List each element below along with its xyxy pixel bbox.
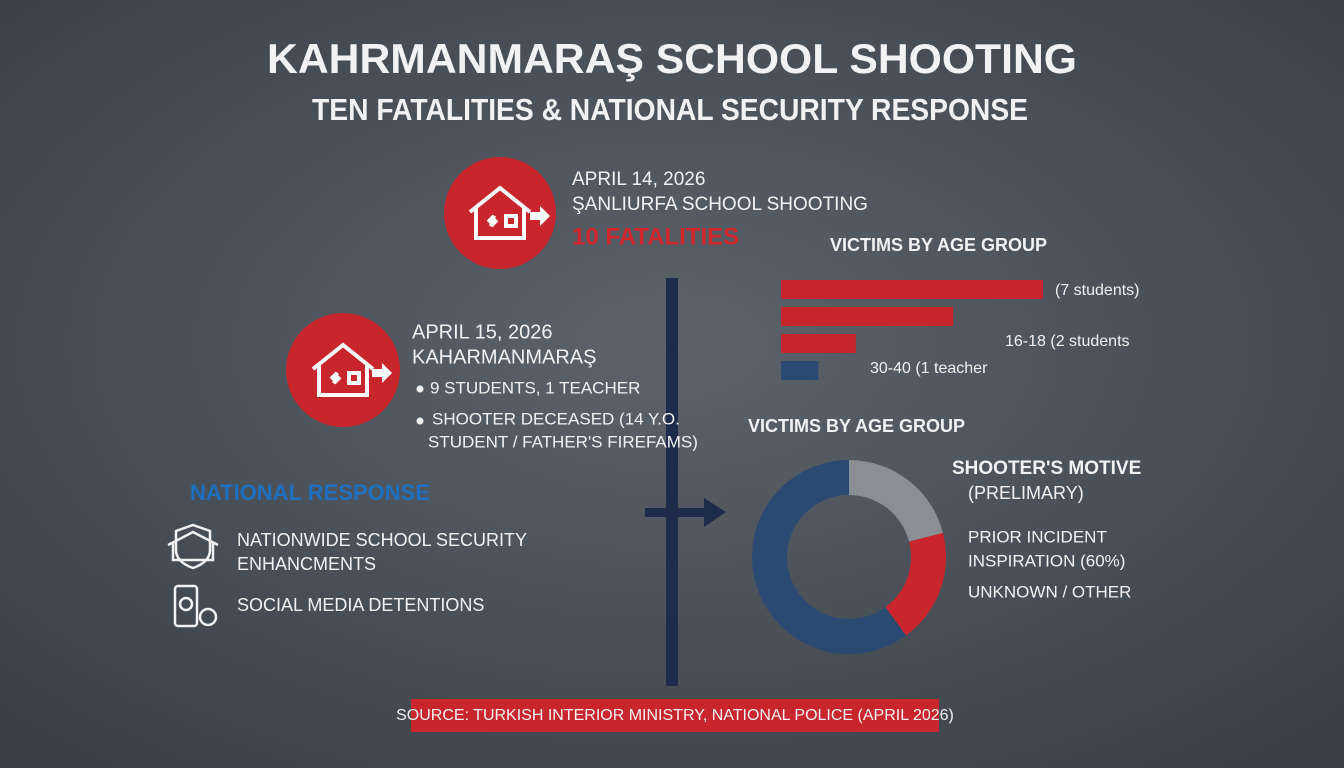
timeline-arrow-head [704, 498, 726, 527]
title: KAHRMANMARAŞ SCHOOL SHOOTING [267, 35, 1077, 82]
bullet [416, 385, 424, 393]
value-label: 30-40 (1 teacher [870, 360, 988, 377]
chart-title: VICTIMS BY AGE GROUP [830, 235, 1047, 255]
legend-item: INSPIRATION (60%) [968, 551, 1125, 570]
response-item: NATIONWIDE SCHOOL SECURITY [237, 530, 527, 550]
section-title: NATIONAL RESPONSE [190, 480, 430, 505]
bar [781, 361, 819, 380]
value-label: 16-18 (2 students [1005, 333, 1130, 350]
chart-title: VICTIMS BY AGE GROUP [748, 416, 965, 436]
legend-item: PRIOR INCIDENT [968, 527, 1107, 546]
event-date: APRIL 14, 2026 [572, 169, 705, 190]
bar [781, 307, 954, 326]
event-place: ŞANLIURFA SCHOOL SHOOTING [572, 194, 868, 215]
legend-subtitle: (PRELIMARY) [968, 483, 1084, 503]
donut-segment [752, 460, 907, 654]
phone-icon [173, 584, 218, 628]
timeline-line [666, 278, 678, 686]
event-line: SHOOTER DECEASED (14 Y.O. [432, 409, 680, 428]
event-place: KAHARMANMARAŞ [412, 346, 596, 368]
shield-icon [167, 523, 219, 570]
event-icon [444, 157, 556, 269]
bar [781, 334, 856, 353]
event-icon [286, 313, 400, 427]
value-label: (7 students) [1055, 282, 1139, 299]
legend-item: UNKNOWN / OTHER [968, 582, 1131, 601]
event-line: 9 STUDENTS, 1 TEACHER [430, 378, 640, 397]
response-item: SOCIAL MEDIA DETENTIONS [237, 595, 484, 615]
subtitle: TEN FATALITIES & NATIONAL SECURITY RESPO… [312, 92, 1028, 127]
bar [781, 280, 1043, 299]
timeline-arrow [645, 508, 705, 517]
source: SOURCE: TURKISH INTERIOR MINISTRY, NATIO… [396, 707, 954, 724]
source-box [411, 699, 939, 732]
donut-segment [885, 532, 947, 636]
response-item: ENHANCMENTS [237, 554, 376, 574]
legend-title: SHOOTER'S MOTIVE [952, 458, 1141, 479]
bullet [416, 417, 424, 425]
event-line: STUDENT / FATHER'S FIREFAMS) [428, 432, 698, 451]
event-detail: 10 FATALITIES [572, 223, 739, 250]
event-date: APRIL 15, 2026 [412, 321, 552, 343]
donut-segment [849, 460, 943, 542]
